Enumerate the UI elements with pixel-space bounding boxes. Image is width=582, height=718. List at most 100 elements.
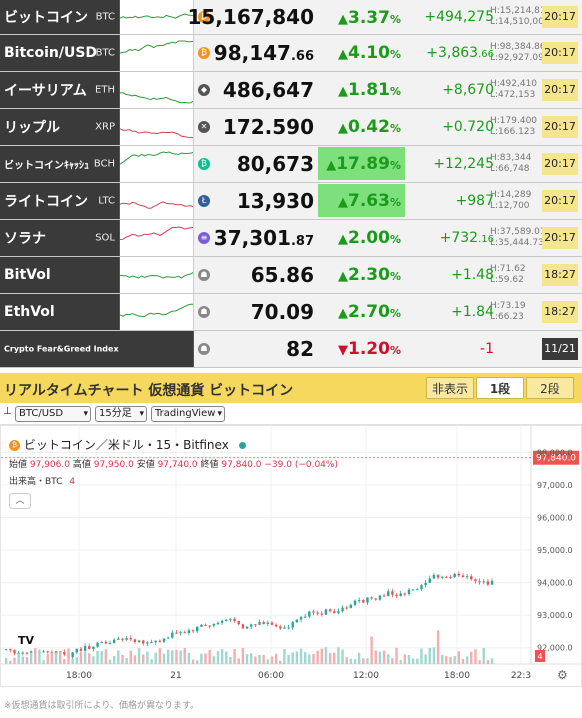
price-main: 13,930 <box>236 189 314 213</box>
ticker-row[interactable]: Crypto Fear&Greed Index ☗ 82 ▼1.20% -1 11/21 <box>0 331 582 368</box>
low-value: L:66.23 <box>490 312 524 322</box>
volume-tag-label: 4 <box>537 652 542 661</box>
volume-bar <box>200 653 203 664</box>
candle-body <box>432 575 436 579</box>
ticker-row[interactable]: リップル XRP ✕ 172.590 ▲0.42% +0.720 H:179.400 L:16… <box>0 109 582 146</box>
update-time: 20:17 <box>542 190 578 212</box>
pair-select[interactable]: BTC/USD <box>15 406 91 422</box>
volume-bar <box>196 660 199 664</box>
low-value: 97,740.0 <box>157 460 198 470</box>
two-row-button[interactable]: 2段 <box>526 377 574 399</box>
ticker-name: ライトコイン <box>4 194 88 210</box>
y-tick-label: 92,000.0 <box>537 644 573 653</box>
candle-body <box>303 616 307 618</box>
candle-body <box>233 618 236 621</box>
percent-value: 3.37 <box>348 7 390 28</box>
chart-tools-icon[interactable]: ⊥ <box>3 406 12 417</box>
change-decimal: .16 <box>478 234 494 245</box>
one-row-button[interactable]: 1段 <box>476 377 524 399</box>
volume-bar <box>308 654 311 664</box>
candle-body <box>254 624 257 626</box>
candlestick-plot[interactable]: 97,840.098,000.097,000.096,000.095,000.0… <box>1 426 581 686</box>
ticker-row[interactable]: BitVol ☗ 65.86 ▲2.30% +1.48 H:71.62 L:59.62 18:… <box>0 257 582 294</box>
volume-bar <box>366 658 369 664</box>
price-chart[interactable]: 97,840.0 98,000.0 97,000.0 96,000.0 95,000.0… <box>0 425 582 687</box>
up-arrow-icon: ▲ <box>338 231 349 247</box>
price-main: 98,147 <box>213 41 291 65</box>
sparkline <box>120 220 194 256</box>
ticker-row[interactable]: イーサリアム ETH ◆ 486,647 ▲1.81% +8,670 H:492,410 L:… <box>0 72 582 109</box>
candle-body <box>291 622 294 628</box>
volume-bar <box>420 648 423 664</box>
candle-body <box>129 638 132 640</box>
candle-body <box>270 622 274 625</box>
ticker-row[interactable]: ビットコインｷｬｯｼｭ BCH ₿ 80,673 ▲17.89% +12,245 H:83,… <box>0 146 582 183</box>
volume-bar <box>474 649 477 664</box>
up-arrow-icon: ▲ <box>338 268 349 284</box>
percent-value: 17.89 <box>336 153 390 174</box>
candle-body <box>324 609 328 615</box>
high-low: H:179.400 L:166.123 <box>490 116 538 138</box>
ticker-price: 98,147.66 <box>214 41 314 65</box>
ticker-symbol: BTC <box>95 47 115 59</box>
volume-bar <box>34 648 37 664</box>
collapse-legend-button[interactable]: ︿ <box>9 493 31 509</box>
volume-bar <box>63 658 66 664</box>
hide-button[interactable]: 非表示 <box>426 377 474 399</box>
high-low: H:15,214,818 L:14,510,000 <box>490 6 551 28</box>
candle-body <box>79 648 83 651</box>
ticker-symbol: BTC <box>95 11 115 23</box>
volume-bar <box>357 652 361 664</box>
sparkline <box>120 146 194 182</box>
x-tick-label: 18:00 <box>66 671 92 681</box>
ticker-row[interactable]: Bitcoin/USD BTC ₿ 98,147.66 ▲4.10% +3,863.66 H… <box>0 35 582 72</box>
up-arrow-icon: ▲ <box>338 194 349 210</box>
volume-bar <box>303 652 307 664</box>
volume-bar <box>241 647 245 664</box>
volume-bar <box>208 649 211 664</box>
ticker-row[interactable]: ビットコイン BTC ₿ 15,167,840 ▲3.37% +494,275 H:15,2… <box>0 0 582 35</box>
provider-select[interactable]: TradingView <box>151 406 225 422</box>
candle-body <box>13 650 16 654</box>
volume-bar <box>353 659 357 664</box>
ticker-row[interactable]: ライトコイン LTC Ł 13,930 ▲7.63% +987 H:14,289 L:12,7… <box>0 183 582 220</box>
high-value: H:492,410 <box>490 79 538 89</box>
percent-change: ▲4.10% <box>338 43 401 63</box>
candle-body <box>137 640 141 642</box>
candle-body <box>187 630 191 633</box>
volume-bar <box>237 658 240 664</box>
candle-body <box>71 652 74 658</box>
xrp-icon: ✕ <box>198 121 210 133</box>
absolute-change: +3,863.66 <box>426 45 494 61</box>
volume-bar <box>13 657 16 664</box>
volume-bar <box>146 651 149 664</box>
ticker-row[interactable]: ソラナ SOL ≡ 37,301.87 ▲2.00% +732.16 H:37,589.01… <box>0 220 582 257</box>
candle-body <box>245 626 249 629</box>
volume-bar <box>411 658 415 664</box>
ticker-row[interactable]: EthVol ☗ 70.09 ▲2.70% +1.84 H:73.19 L:66.23 18:… <box>0 294 582 331</box>
ticker-name-cell: リップル XRP <box>0 109 120 145</box>
ticker-price: 172.590 <box>223 115 314 139</box>
volume-bar <box>266 659 270 664</box>
volume-bar <box>432 647 436 664</box>
ticker-values: ≡ 37,301.87 ▲2.00% +732.16 H:37,589.01 L:35,4… <box>194 220 582 256</box>
volume-bar <box>233 649 236 664</box>
candle-body <box>382 595 386 597</box>
volume-bar <box>333 652 336 664</box>
volume-bar <box>216 651 220 664</box>
candle-body <box>353 600 357 605</box>
bitvol-icon: ☗ <box>198 269 210 281</box>
percent-value: 0.42 <box>348 116 390 137</box>
volume-bar <box>441 654 444 664</box>
volume-bar <box>104 649 108 664</box>
volume-bar <box>158 648 162 664</box>
volume-bar <box>25 657 29 664</box>
chart-symbol-title: ビットコイン／米ドル・15・Bitfinex <box>23 438 229 452</box>
interval-select[interactable]: 15分足 <box>95 406 147 422</box>
percent-sign: % <box>389 269 401 283</box>
candle-body <box>366 597 369 603</box>
percent-change: ▼1.20% <box>338 339 401 359</box>
candle-body <box>158 640 162 642</box>
x-tick-label: 22:3 <box>511 671 531 681</box>
high-label: 高値 <box>72 460 91 470</box>
